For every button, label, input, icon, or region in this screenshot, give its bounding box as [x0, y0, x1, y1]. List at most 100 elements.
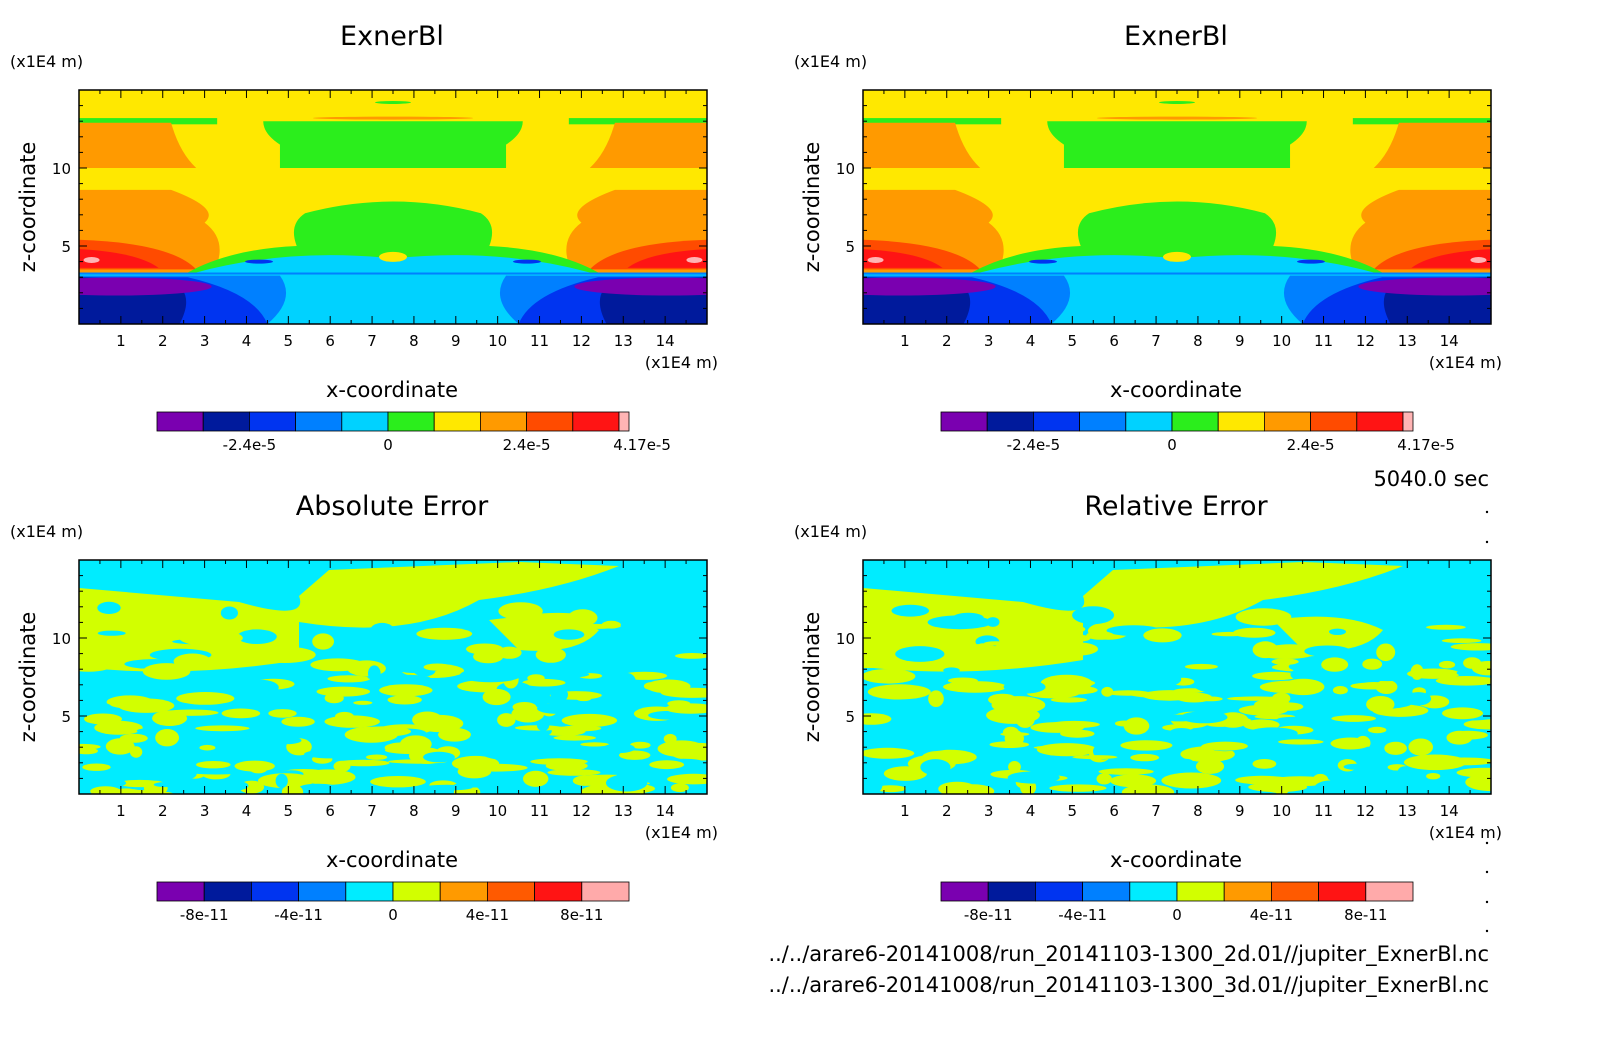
x-tick-label: 3 — [984, 802, 994, 820]
error-blob — [954, 644, 1002, 659]
field-red2-r — [627, 249, 707, 268]
error-blob — [485, 733, 516, 739]
colorbar-tick-label: 2.4e-5 — [1287, 436, 1335, 454]
error-blob — [481, 745, 523, 760]
error-blob — [649, 760, 685, 770]
error-blob — [601, 620, 621, 629]
error-blob — [1121, 784, 1175, 794]
error-blob — [1288, 661, 1323, 672]
x-tick-label: 8 — [409, 802, 419, 820]
error-blob — [891, 604, 930, 617]
error-blob — [1050, 697, 1088, 703]
y-tick-label: 5 — [61, 708, 71, 726]
error-blob — [366, 754, 388, 760]
x-unit-label: (x1E4 m) — [1429, 353, 1502, 372]
colorbar-swatch — [341, 411, 389, 432]
error-blob — [1101, 686, 1114, 697]
y-tick-label: 10 — [52, 630, 71, 648]
x-tick-label: 2 — [158, 332, 168, 350]
margin-dot — [1485, 510, 1489, 514]
error-blob — [1271, 658, 1299, 665]
field-yellow-spot — [379, 251, 407, 262]
error-blob — [195, 725, 250, 732]
error-blob — [561, 713, 618, 728]
error-blob — [1227, 696, 1286, 701]
field-blue-streak-r — [512, 259, 541, 264]
field-green-mid — [187, 201, 599, 273]
x-axis-title: x-coordinate — [1110, 848, 1242, 872]
error-blob — [535, 647, 566, 663]
colorbar-tick-label: 0 — [383, 436, 393, 454]
colorbar-tick-label: 0 — [1167, 436, 1177, 454]
x-tick-label: 5 — [284, 332, 294, 350]
error-blob — [572, 775, 598, 786]
field-green-upper — [263, 121, 523, 168]
field-yellow-spot — [1163, 251, 1191, 262]
error-blob — [337, 759, 390, 767]
field-red2-r — [1411, 249, 1491, 268]
x-tick-label: 2 — [942, 802, 952, 820]
error-blob — [1277, 716, 1314, 723]
contour-field — [79, 560, 707, 794]
error-blob — [867, 684, 931, 700]
error-blob — [333, 760, 351, 772]
colorbar-swatch — [1176, 881, 1225, 902]
error-blob — [1130, 753, 1160, 762]
margin-dot — [1485, 900, 1489, 904]
field-pink-r — [1470, 257, 1487, 264]
x-tick-label: 5 — [1068, 332, 1078, 350]
error-blob — [1195, 667, 1231, 685]
error-blob — [588, 602, 611, 615]
error-blob — [863, 747, 915, 759]
error-blob — [553, 735, 596, 741]
colorbar-swatch — [618, 411, 630, 432]
colorbar-tick-label: -4e-11 — [1058, 906, 1107, 924]
field-interface — [863, 272, 1491, 275]
colorbar-tick-label: 0 — [388, 906, 398, 924]
x-axis: 1 2 3 4 5 6 7 8 9 10 11 12 13 14 — [862, 560, 1492, 820]
error-blob — [545, 761, 588, 771]
colorbar-swatch — [298, 881, 347, 902]
error-blob — [906, 659, 932, 671]
error-blob — [324, 715, 380, 728]
error-blob — [135, 769, 189, 778]
error-blob — [1384, 741, 1407, 755]
error-blob — [864, 726, 918, 731]
error-blob — [119, 733, 148, 743]
colorbar-tick-label: -2.4e-5 — [223, 436, 276, 454]
colorbar-tick-label: 8e-11 — [1344, 906, 1387, 924]
error-blob — [1002, 636, 1047, 654]
error-blob — [1235, 608, 1292, 626]
error-blob — [79, 655, 115, 672]
error-blob — [1405, 692, 1432, 706]
error-blob — [155, 729, 180, 747]
y-tick-label: 10 — [836, 630, 855, 648]
error-blob — [482, 688, 511, 706]
error-blob — [453, 782, 491, 788]
error-blob — [1015, 710, 1035, 728]
y-unit-label: (x1E4 m) — [794, 522, 867, 541]
chart-panel-4: Relative Error(x1E4 m)1 2 3 4 5 6 7 8 9 10 11 12 13 1… — [794, 491, 1502, 924]
x-tick-label: 5 — [1068, 802, 1078, 820]
y-axis-title: z-coordinate — [16, 612, 40, 743]
chart-panel-1: ExnerBl(x1E4 m)1 2 3 4 5 6 7 8 9 10 11 12 13 14(x1E4 … — [10, 21, 718, 454]
colorbar-swatch — [439, 881, 488, 902]
x-tick-label: 9 — [1235, 332, 1245, 350]
error-blob — [116, 755, 137, 767]
x-tick-label: 5 — [284, 802, 294, 820]
margin-dot — [1485, 929, 1489, 933]
error-blob — [1314, 780, 1349, 794]
colorbar-swatch — [572, 411, 620, 432]
error-blob — [312, 633, 334, 650]
error-blob — [976, 737, 1001, 754]
error-blob — [1143, 628, 1182, 643]
error-blob — [1438, 660, 1456, 669]
error-blob — [1178, 758, 1193, 766]
chart-title: ExnerBl — [340, 21, 444, 52]
error-blob — [79, 743, 101, 750]
error-blob — [1040, 674, 1093, 692]
error-blob — [547, 769, 601, 776]
error-blob — [1465, 773, 1491, 792]
error-blob — [534, 787, 567, 793]
error-blob — [1048, 720, 1100, 729]
